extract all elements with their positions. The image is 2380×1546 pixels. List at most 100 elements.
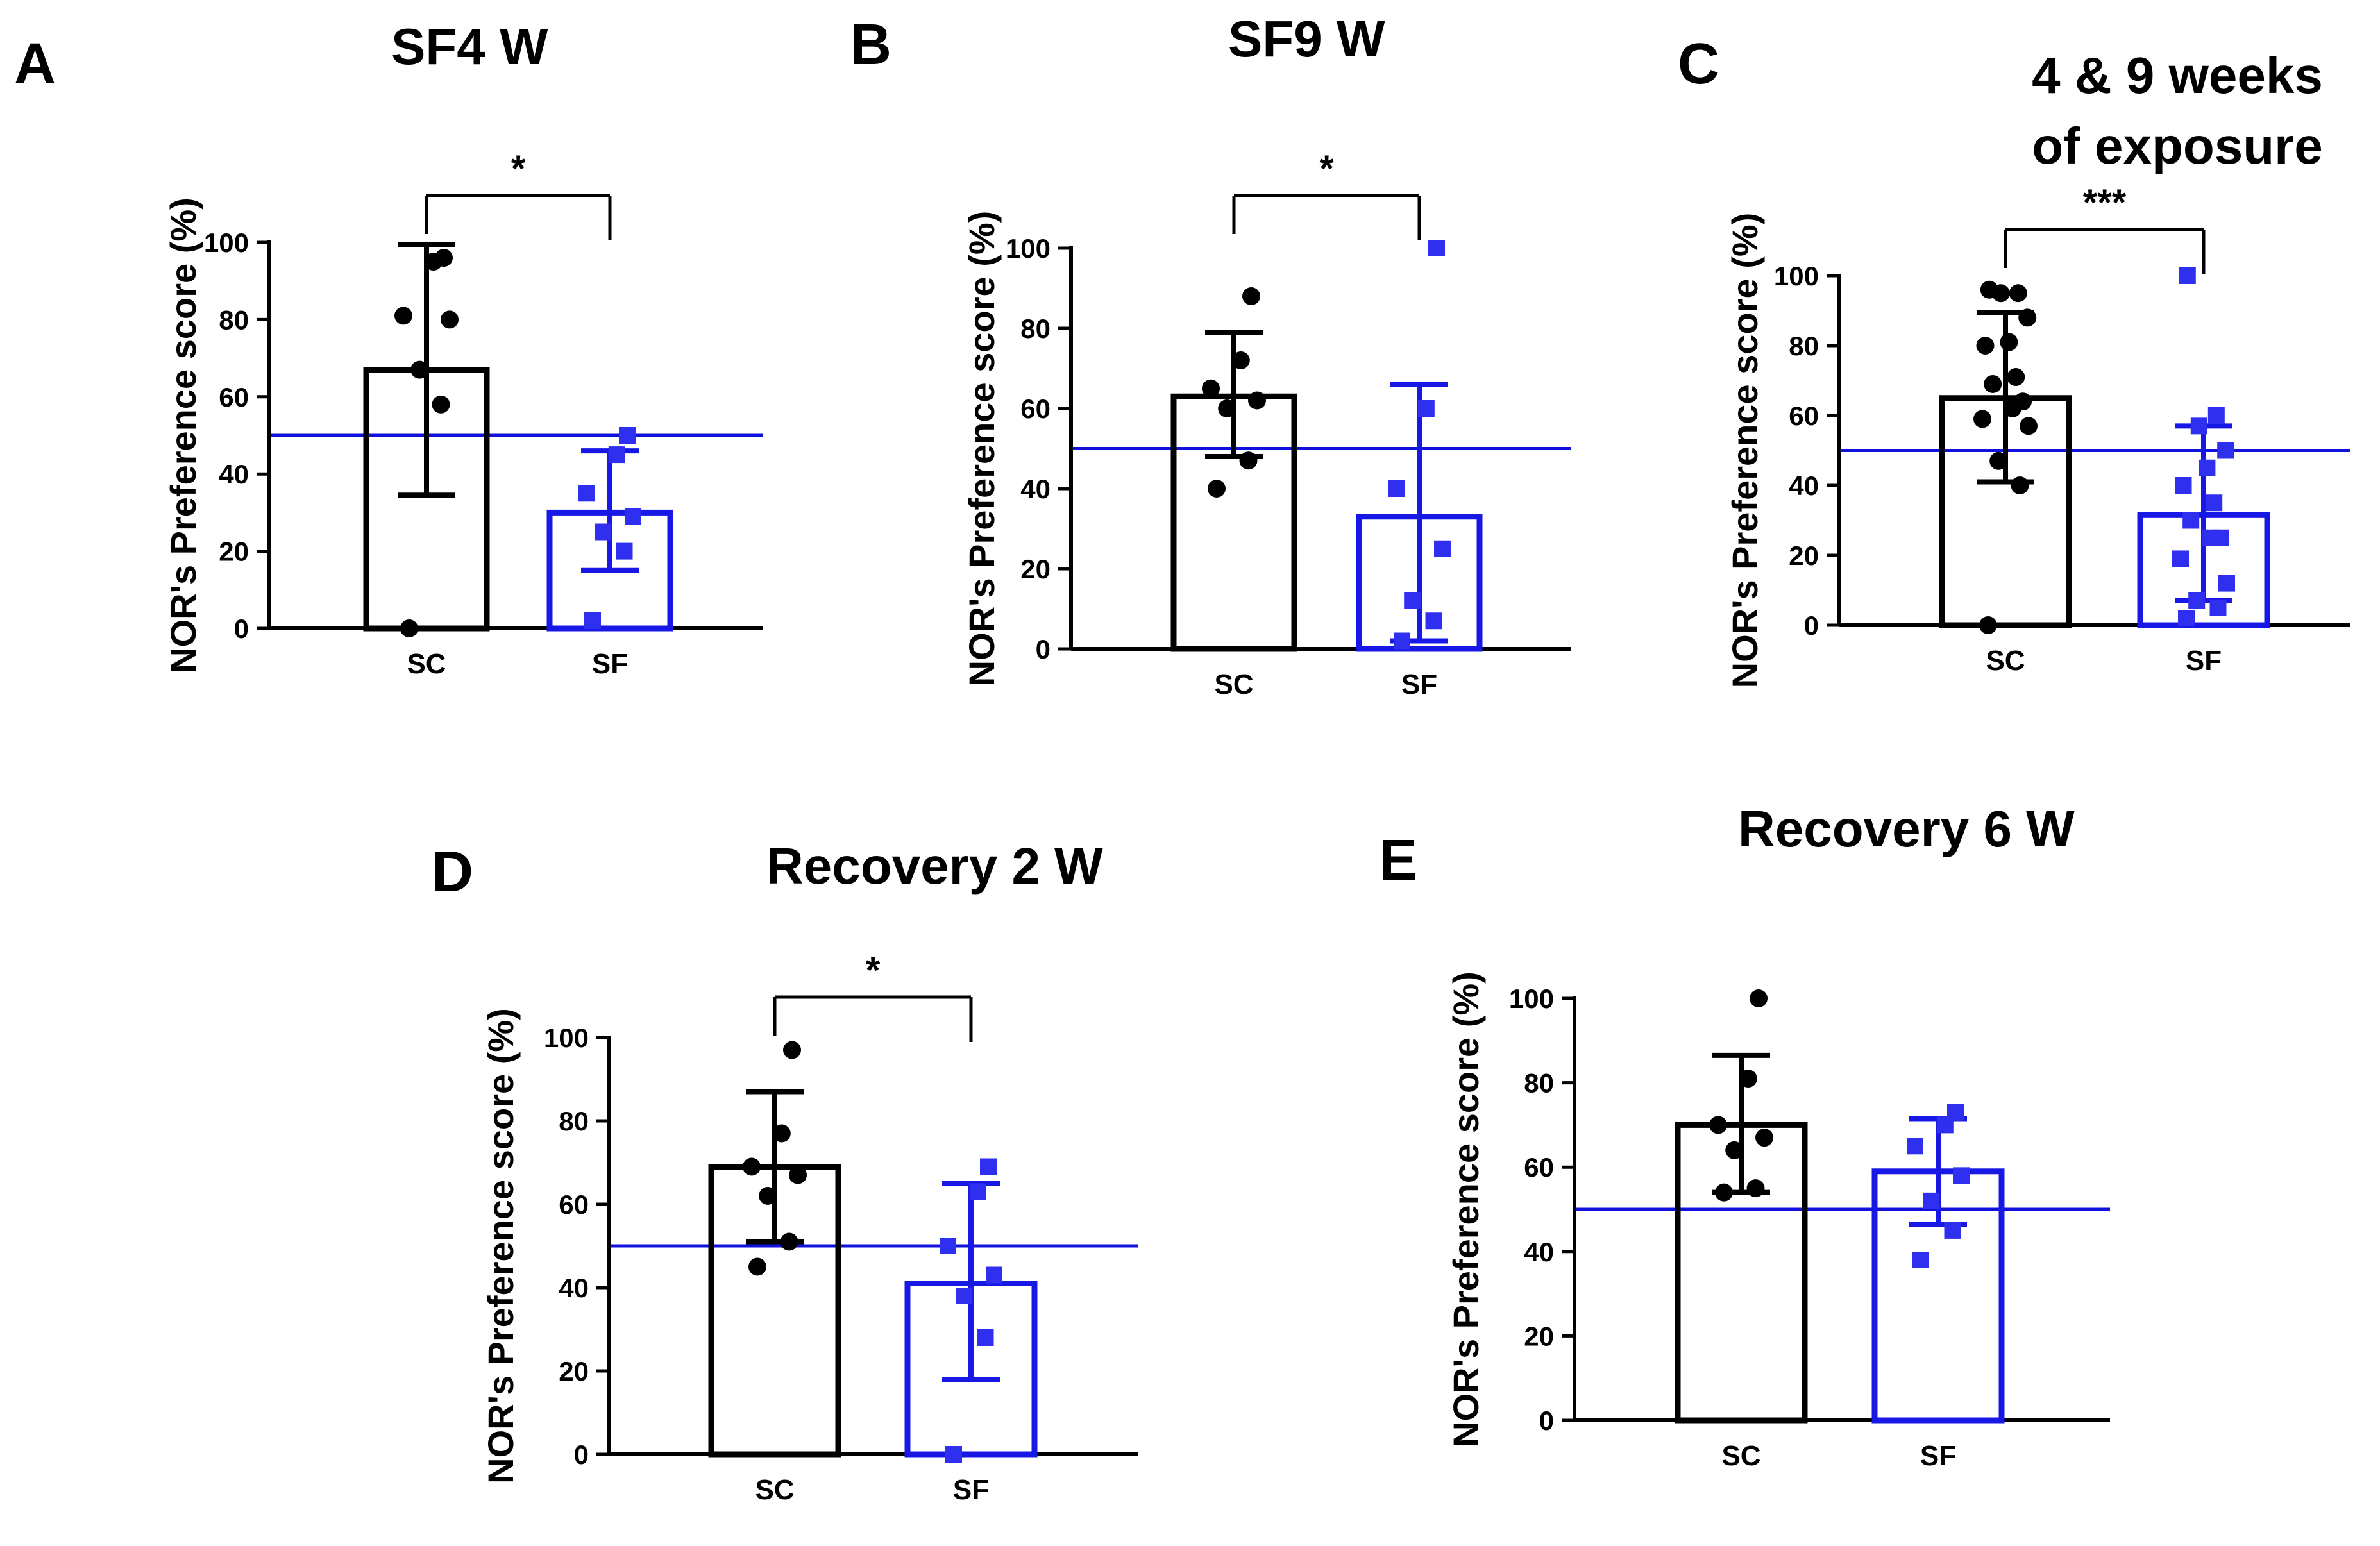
panel-c-point-sf (2207, 407, 2225, 424)
panel-d-y-tick-label: 0 (574, 1440, 589, 1470)
panel-c-point-sc (1989, 451, 2008, 470)
panel-d: D Recovery 2 W NOR's Preference score (%) 0… (432, 837, 1138, 1506)
panel-a-point-sf (578, 485, 595, 502)
panel-c-y-tick-label: 60 (1789, 401, 1819, 431)
panel-c-y-tick-label: 0 (1804, 610, 1819, 641)
panel-c-point-sc (2014, 392, 2032, 411)
panel-c-y-tick-label: 80 (1789, 331, 1819, 361)
panel-d-x-tick-label-sc: SC (755, 1474, 794, 1506)
panel-d-y-tick-label: 60 (559, 1189, 589, 1220)
panel-c-point-sc (2018, 308, 2037, 327)
panel-e-point-sf (1912, 1251, 1929, 1268)
panel-c-x-tick-label-sf: SF (2186, 645, 2222, 676)
panel-d-title: Recovery 2 W (766, 837, 1103, 895)
panel-c-point-sc (1973, 410, 1991, 428)
panel-a: A SF4 W NOR's Preference score (%) 0 20 40 60 8… (14, 18, 763, 680)
panel-c-title-line: 4 & 9 weeks (2032, 47, 2323, 104)
panel-e-y-tick-label: 60 (1524, 1152, 1554, 1182)
panel-e-point-sc (1739, 1070, 1757, 1088)
panel-c-point-sf (2175, 477, 2192, 494)
panel-b-point-sc (1248, 391, 1266, 410)
panel-a-point-sf (584, 612, 601, 629)
panel-d-point-sc (772, 1124, 791, 1143)
panel-a-x-tick-label-sc: SC (407, 648, 446, 680)
panel-a-y-tick-label: 0 (234, 614, 249, 644)
panel-d-point-sc (759, 1187, 777, 1205)
panel-a-y-tick-label: 40 (219, 459, 249, 489)
panel-e-point-sf (1947, 1104, 1964, 1121)
panel-b-point-sc (1208, 480, 1226, 498)
panel-c-point-sc (2011, 476, 2029, 494)
panel-d-point-sf (940, 1238, 956, 1254)
panel-c-point-sf (2190, 417, 2207, 435)
panel-b-point-sc (1242, 287, 1260, 305)
panel-e-point-sc (1746, 1179, 1765, 1198)
panel-d-point-sc (748, 1257, 766, 1276)
panel-c-point-sf (2209, 599, 2227, 616)
panel-a-point-sc (435, 249, 453, 267)
panel-d-point-sf (980, 1158, 997, 1175)
panel-c-point-sc (1980, 280, 1998, 299)
panel-a-y-tick-label: 80 (219, 305, 249, 335)
panel-e-point-sf (1907, 1138, 1923, 1155)
panel-b-y-tick-label: 80 (1020, 314, 1051, 344)
panel-b-point-sf (1425, 612, 1442, 630)
panel-b-y-tick-label: 100 (1006, 233, 1051, 264)
panel-d-point-sc (743, 1157, 761, 1176)
panel-e-y-tick-label: 100 (1509, 984, 1554, 1014)
panel-a-letter: A (14, 32, 56, 96)
panel-a-point-sf (595, 523, 612, 541)
panel-b-point-sf (1404, 592, 1421, 609)
panel-a-significance-marker: * (511, 148, 526, 190)
panel-a-point-sf (619, 427, 636, 444)
panel-c-point-sc (1976, 337, 1995, 355)
panel-e-y-tick-label: 20 (1524, 1321, 1554, 1351)
panel-c-point-sc (2020, 417, 2038, 435)
panel-e-letter: E (1379, 828, 1417, 893)
panel-d-y-tick-label: 100 (544, 1023, 589, 1053)
panel-e-point-sf (1953, 1167, 1970, 1184)
panel-a-point-sc (394, 307, 412, 325)
panel-d-significance-marker: * (866, 950, 881, 991)
panel-d-point-sf (945, 1446, 962, 1463)
panel-e-y-axis-label: NOR's Preference score (%) (1446, 971, 1486, 1447)
panel-c-y-tick-label: 100 (1774, 261, 1819, 291)
panel-a-y-tick-label: 100 (204, 228, 249, 258)
panel-c-title-line: of exposure (2032, 117, 2322, 174)
panel-c-point-sf (2218, 575, 2235, 592)
panel-b-x-tick-label-sf: SF (1401, 669, 1437, 700)
panel-a-point-sc (441, 310, 459, 329)
panel-c-point-sf (2182, 512, 2200, 529)
panel-d-x-tick-label-sf: SF (953, 1474, 989, 1506)
panel-b-y-tick-label: 60 (1020, 394, 1051, 424)
panel-e-point-sc (1715, 1183, 1733, 1202)
panel-a-x-tick-label-sf: SF (592, 648, 628, 680)
panel-c-point-sc (1984, 374, 2002, 393)
panel-a-y-axis-label: NOR's Preference score (%) (163, 197, 203, 673)
panel-c-point-sc (1979, 616, 1997, 634)
panel-c: C 4 & 9 weeks of exposure NOR's Preference … (1678, 32, 2350, 688)
panel-e-point-sc (1709, 1116, 1727, 1134)
panel-c-point-sf (2213, 529, 2229, 546)
panel-e-y-tick-label: 80 (1524, 1068, 1554, 1098)
panel-b-point-sf (1394, 632, 1410, 650)
panel-a-title: SF4 W (391, 18, 548, 75)
panel-e-point-sc (1750, 989, 1768, 1007)
panel-d-y-tick-label: 40 (559, 1273, 589, 1303)
panel-c-point-sf (2179, 267, 2196, 284)
panel-b-letter: B (850, 13, 891, 77)
panel-e-x-tick-label-sc: SC (1721, 1440, 1760, 1472)
panel-d-point-sf (969, 1183, 986, 1200)
panel-b-y-tick-label: 40 (1020, 474, 1051, 504)
panel-b-point-sc (1218, 399, 1236, 417)
panel-d-point-sf (977, 1329, 994, 1346)
panel-e-title: Recovery 6 W (1738, 800, 2075, 857)
panel-a-y-tick-label: 60 (219, 382, 249, 412)
panel-d-point-sc (780, 1232, 798, 1251)
panel-d-letter: D (432, 840, 473, 904)
panel-d-point-sc (789, 1166, 807, 1184)
panel-a-point-sf (608, 446, 625, 464)
panel-b-significance-marker: * (1319, 148, 1334, 190)
panel-b-point-sc (1202, 379, 1220, 398)
